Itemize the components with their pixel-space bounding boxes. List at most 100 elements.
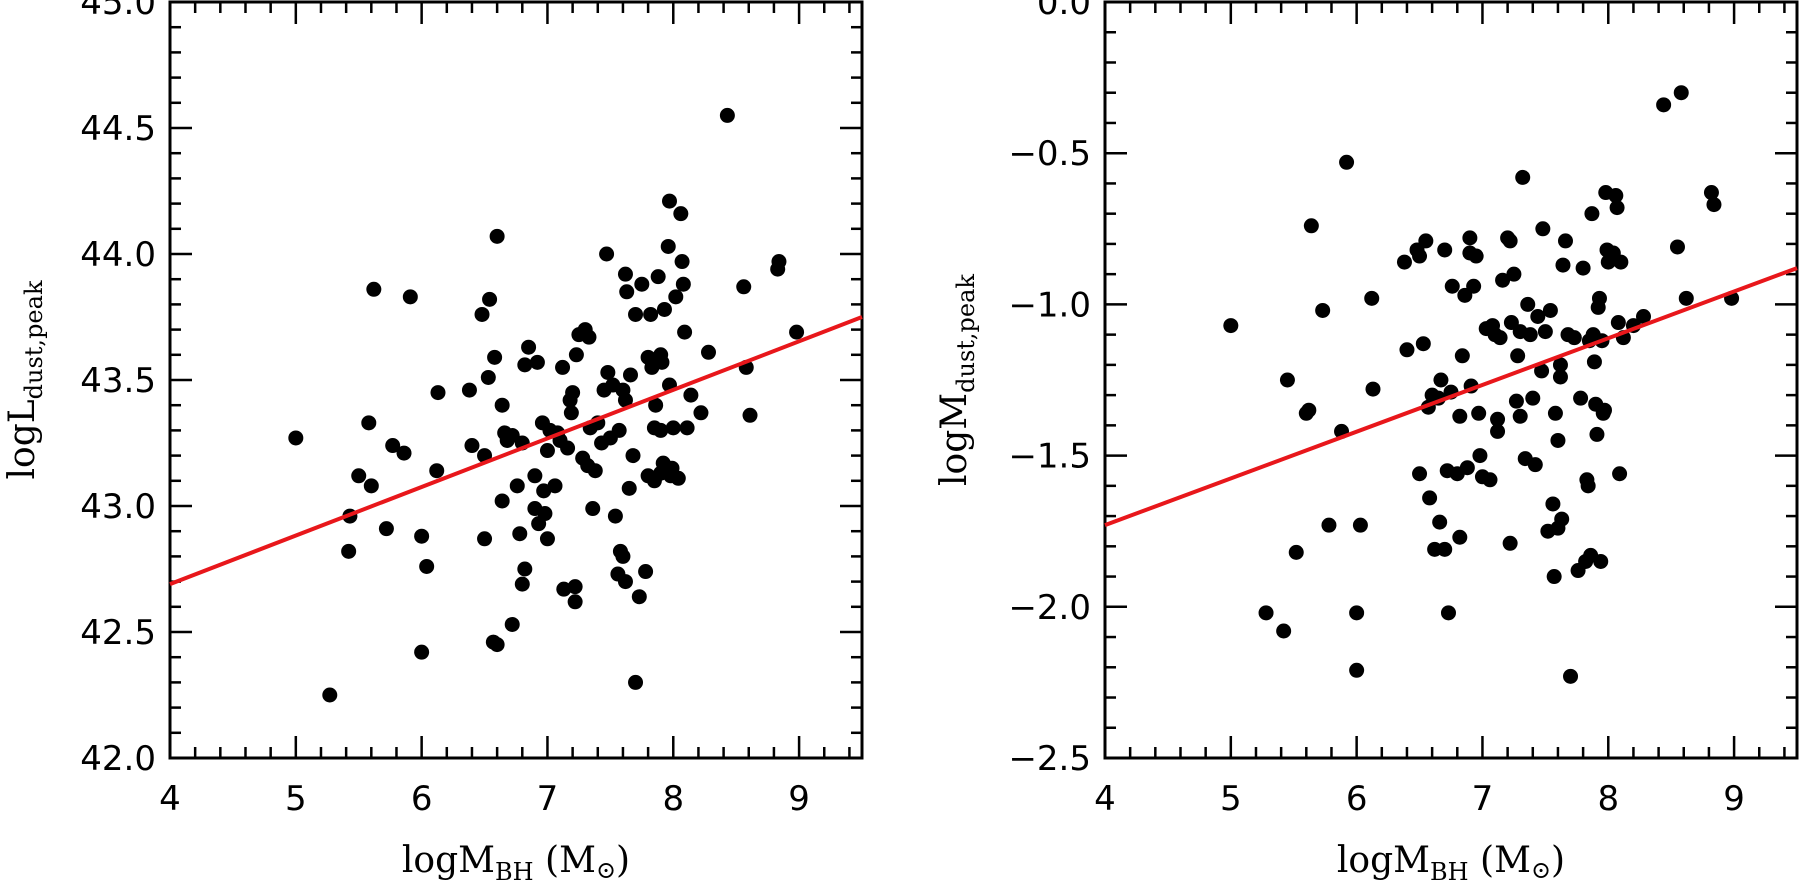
right-data-point <box>1492 330 1508 346</box>
right-panel: 4 5 6 7 8 9 −2.5 −2.0 −1.5 −1.0 −0.5 0.0 logMBH (M⊙)… <box>934 0 1799 882</box>
right-data-point <box>1466 278 1482 294</box>
left-data-point <box>587 463 603 479</box>
left-ytick-label: 43.0 <box>80 487 156 527</box>
right-data-point <box>1552 369 1568 385</box>
right-data-point <box>1545 496 1561 512</box>
right-y-axis-label: logMdust,peak <box>934 274 980 486</box>
right-data-point <box>1678 290 1694 306</box>
right-data-point <box>1321 517 1337 533</box>
right-data-point <box>1612 466 1628 482</box>
right-data-point <box>1613 254 1629 270</box>
right-ytick-label: −0.5 <box>1008 134 1091 174</box>
left-data-point <box>547 478 563 494</box>
right-data-point <box>1365 381 1381 397</box>
right-data-point <box>1437 242 1453 258</box>
left-data-point <box>537 506 553 522</box>
left-data-point <box>527 468 543 484</box>
right-data-point <box>1520 296 1536 312</box>
left-data-point <box>660 238 676 254</box>
left-data-point <box>654 354 670 370</box>
left-data-point <box>474 306 490 322</box>
left-data-point <box>489 228 505 244</box>
left-data-point <box>600 364 616 380</box>
right-data-point <box>1525 390 1541 406</box>
right-data-point <box>1589 426 1605 442</box>
right-data-point <box>1636 308 1652 324</box>
left-xtick-label: 6 <box>411 779 433 819</box>
left-data-point <box>599 246 615 262</box>
right-xtick-label: 5 <box>1220 779 1242 819</box>
left-data-point <box>568 347 584 363</box>
right-data-point <box>1349 662 1365 678</box>
left-data-point <box>615 548 631 564</box>
left-data-point <box>607 508 623 524</box>
right-data-point <box>1610 315 1626 331</box>
left-data-point <box>461 382 477 398</box>
right-ytick-label: −2.5 <box>1008 739 1091 779</box>
left-data-point <box>677 324 693 340</box>
right-data-point <box>1563 668 1579 684</box>
left-data-point <box>619 284 635 300</box>
left-data-point <box>322 687 338 703</box>
right-xtick-label: 9 <box>1723 779 1745 819</box>
right-data-point <box>1468 248 1484 264</box>
left-ytick-label: 45.0 <box>80 0 156 23</box>
right-data-point <box>1412 466 1428 482</box>
right-data-point <box>1349 605 1365 621</box>
right-data-point <box>1515 169 1531 185</box>
right-data-point <box>1586 354 1602 370</box>
left-data-point <box>494 493 510 509</box>
right-data-point <box>1530 308 1546 324</box>
left-xtick-label: 5 <box>285 779 307 819</box>
left-data-point <box>464 438 480 454</box>
left-data-point <box>414 644 430 660</box>
right-data-point <box>1490 423 1506 439</box>
left-xtick-label: 7 <box>537 779 559 819</box>
right-data-point <box>1339 154 1355 170</box>
left-data-point <box>656 301 672 317</box>
left-data-point <box>477 531 493 547</box>
left-data-point <box>631 589 647 605</box>
left-data-point <box>514 576 530 592</box>
right-data-point <box>1510 348 1526 364</box>
left-data-point <box>719 107 735 123</box>
left-xtick-label: 8 <box>662 779 684 819</box>
left-data-point <box>560 440 576 456</box>
right-data-point <box>1440 605 1456 621</box>
right-data-point <box>1550 432 1566 448</box>
left-data-point <box>288 430 304 446</box>
left-data-point <box>736 279 752 295</box>
right-data-point <box>1495 272 1511 288</box>
right-data-point <box>1584 206 1600 222</box>
left-data-point <box>487 349 503 365</box>
left-xtick-label: 4 <box>159 779 181 819</box>
left-data-point <box>517 357 533 373</box>
left-ytick-label: 42.5 <box>80 613 156 653</box>
right-data-point <box>1399 342 1415 358</box>
right-data-point <box>1596 402 1612 418</box>
left-data-point <box>536 483 552 499</box>
right-data-point <box>1418 233 1434 249</box>
left-data-point <box>742 407 758 423</box>
left-data-point <box>673 206 689 222</box>
right-data-point <box>1301 402 1317 418</box>
left-ytick-label: 42.0 <box>80 739 156 779</box>
left-data-point <box>565 385 581 401</box>
left-data-point <box>567 579 583 595</box>
right-data-point <box>1396 254 1412 270</box>
right-data-point <box>1433 372 1449 388</box>
right-xtick-label: 6 <box>1346 779 1368 819</box>
left-data-point <box>648 397 664 413</box>
right-data-point <box>1437 541 1453 557</box>
left-data-point <box>512 526 528 542</box>
right-data-point <box>1415 336 1431 352</box>
left-data-point <box>351 468 367 484</box>
right-data-point <box>1288 544 1304 560</box>
right-ytick-label: 0.0 <box>1037 0 1091 23</box>
right-data-point <box>1444 278 1460 294</box>
left-data-point <box>622 367 638 383</box>
right-data-point <box>1591 290 1607 306</box>
right-data-point <box>1673 85 1689 101</box>
left-plot-frame <box>168 0 864 760</box>
left-ytick-label: 43.5 <box>80 361 156 401</box>
